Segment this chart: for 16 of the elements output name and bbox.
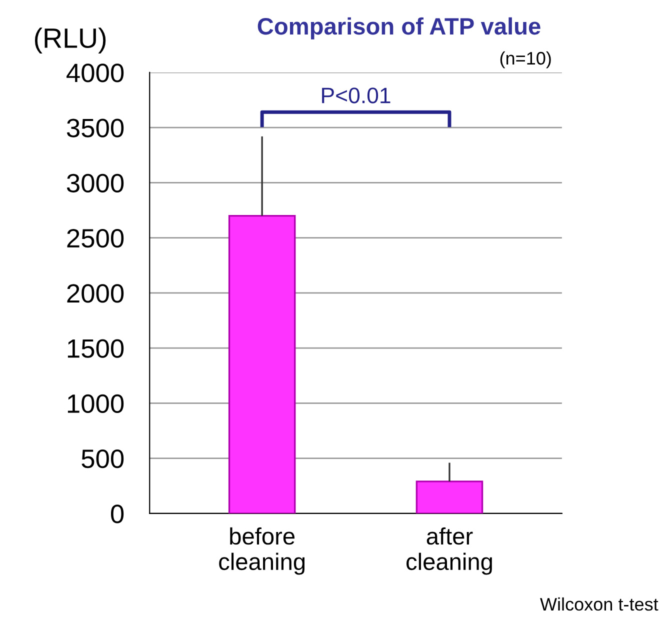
x-tick-label: after cleaning bbox=[406, 527, 492, 575]
y-tick-label: 4000 bbox=[66, 64, 124, 82]
y-tick-label: 1000 bbox=[68, 394, 124, 414]
text: Wilcoxon t-test bbox=[540, 597, 658, 611]
chart-title: Comparison of ATP value bbox=[258, 17, 540, 40]
y-tick-label: 500 bbox=[82, 449, 124, 468]
y-tick-label: 2000 bbox=[67, 284, 124, 303]
chart-subtitle: (n=10) bbox=[500, 51, 551, 68]
y-axis-title: (RLU) bbox=[34, 28, 106, 54]
y-tick-label: 3500 bbox=[66, 118, 124, 138]
y-tick-label: 3000 bbox=[66, 174, 124, 193]
y-tick-label: 0 bbox=[110, 504, 124, 524]
x-tick-label: before cleaning bbox=[219, 527, 305, 575]
y-tick-label: 1500 bbox=[68, 339, 124, 358]
annotation: P<0.01 bbox=[322, 88, 390, 104]
y-tick-label: 2500 bbox=[67, 228, 124, 248]
